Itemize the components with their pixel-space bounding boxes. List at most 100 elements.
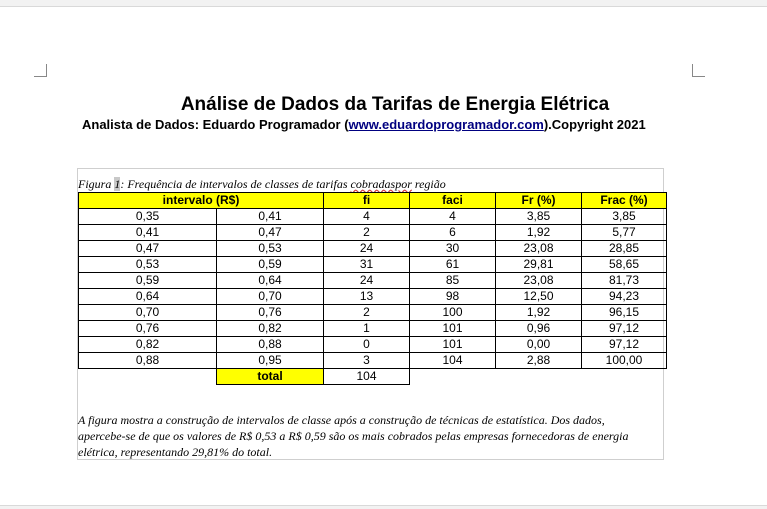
fi-cell: 2	[323, 304, 410, 321]
frequency-table: intervalo (R$) fi faci Fr (%) Frac (%) 0…	[78, 192, 667, 385]
analysis-note: A figura mostra a construção de interval…	[78, 413, 629, 459]
faci-cell: 30	[409, 240, 496, 257]
website-link[interactable]: www.eduardoprogramador.com	[348, 117, 544, 132]
faci-cell: 85	[409, 272, 496, 289]
table-row: 0,59 0,64 24 85 23,08 81,73	[78, 272, 667, 289]
faci-cell: 101	[409, 320, 496, 337]
frac-cell: 96,15	[581, 304, 667, 321]
subtitle-prefix: Analista de Dados: Eduardo Programador (	[82, 117, 349, 132]
interval-start-cell: 0,53	[78, 256, 217, 273]
total-spacer	[410, 369, 496, 385]
caption-number-field: 1	[114, 177, 121, 191]
frac-cell: 97,12	[581, 320, 667, 337]
fr-cell: 2,88	[495, 352, 582, 369]
faci-cell: 100	[409, 304, 496, 321]
faci-cell: 98	[409, 288, 496, 305]
total-spacer	[582, 369, 667, 385]
figure-caption: Figura 1: Frequência de intervalos de cl…	[78, 177, 446, 192]
fr-cell: 12,50	[495, 288, 582, 305]
faci-cell: 101	[409, 336, 496, 353]
frac-cell: 5,77	[581, 224, 667, 241]
header-frac: Frac (%)	[581, 192, 667, 209]
frac-cell: 58,65	[581, 256, 667, 273]
faci-cell: 4	[409, 208, 496, 225]
interval-end-cell: 0,82	[216, 320, 324, 337]
header-fr: Fr (%)	[495, 192, 582, 209]
header-interval: intervalo (R$)	[78, 192, 324, 209]
interval-end-cell: 0,70	[216, 288, 324, 305]
table-header-row: intervalo (R$) fi faci Fr (%) Frac (%)	[78, 192, 667, 209]
fi-cell: 31	[323, 256, 410, 273]
fr-cell: 0,96	[495, 320, 582, 337]
fi-cell: 2	[323, 224, 410, 241]
fr-cell: 1,92	[495, 224, 582, 241]
fi-cell: 0	[323, 336, 410, 353]
frac-cell: 94,23	[581, 288, 667, 305]
table-row: 0,41 0,47 2 6 1,92 5,77	[78, 224, 667, 241]
table-row: 0,53 0,59 31 61 29,81 58,65	[78, 256, 667, 273]
interval-end-cell: 0,88	[216, 336, 324, 353]
frac-cell: 3,85	[581, 208, 667, 225]
fi-cell: 3	[323, 352, 410, 369]
interval-start-cell: 0,88	[78, 352, 217, 369]
fr-cell: 23,08	[495, 240, 582, 257]
fi-cell: 24	[323, 240, 410, 257]
interval-end-cell: 0,59	[216, 256, 324, 273]
interval-end-cell: 0,76	[216, 304, 324, 321]
faci-cell: 104	[409, 352, 496, 369]
fi-cell: 1	[323, 320, 410, 337]
frac-cell: 97,12	[581, 336, 667, 353]
table-row: 0,76 0,82 1 101 0,96 97,12	[78, 320, 667, 337]
total-value: 104	[323, 368, 410, 385]
interval-start-cell: 0,64	[78, 288, 217, 305]
document-subtitle: Analista de Dados: Eduardo Programador (…	[82, 117, 646, 132]
interval-end-cell: 0,41	[216, 208, 324, 225]
fr-cell: 0,00	[495, 336, 582, 353]
total-row: total 104	[79, 368, 667, 385]
document-title: Análise de Dados da Tarifas de Energia E…	[180, 94, 610, 115]
interval-end-cell: 0,47	[216, 224, 324, 241]
frac-cell: 81,73	[581, 272, 667, 289]
interval-start-cell: 0,70	[78, 304, 217, 321]
table-row: 0,88 0,95 3 104 2,88 100,00	[78, 352, 667, 369]
total-spacer	[79, 369, 217, 385]
frac-cell: 28,85	[581, 240, 667, 257]
interval-start-cell: 0,76	[78, 320, 217, 337]
fi-cell: 24	[323, 272, 410, 289]
interval-end-cell: 0,53	[216, 240, 324, 257]
interval-start-cell: 0,47	[78, 240, 217, 257]
table-row: 0,82 0,88 0 101 0,00 97,12	[78, 336, 667, 353]
caption-end: região	[411, 177, 446, 191]
margin-corner-mark-left	[34, 64, 47, 77]
header-faci: faci	[409, 192, 496, 209]
fr-cell: 1,92	[495, 304, 582, 321]
table-row: 0,64 0,70 13 98 12,50 94,23	[78, 288, 667, 305]
fi-cell: 4	[323, 208, 410, 225]
faci-cell: 6	[409, 224, 496, 241]
table-row: 0,35 0,41 4 4 3,85 3,85	[78, 208, 667, 225]
page-bottom-edge	[0, 505, 767, 509]
interval-end-cell: 0,95	[216, 352, 324, 369]
margin-corner-mark-right	[692, 64, 705, 77]
interval-start-cell: 0,35	[78, 208, 217, 225]
total-spacer	[496, 369, 582, 385]
interval-start-cell: 0,41	[78, 224, 217, 241]
caption-text: : Frequência de intervalos de classes de…	[120, 177, 351, 191]
caption-misspelled-word: cobradaspor	[350, 177, 412, 191]
subtitle-suffix: ).Copyright 2021	[543, 117, 646, 132]
fi-cell: 13	[323, 288, 410, 305]
fr-cell: 3,85	[495, 208, 582, 225]
header-fi: fi	[323, 192, 410, 209]
caption-prefix: Figura	[78, 177, 115, 191]
fr-cell: 23,08	[495, 272, 582, 289]
interval-start-cell: 0,59	[78, 272, 217, 289]
total-label: total	[216, 368, 324, 385]
fr-cell: 29,81	[495, 256, 582, 273]
table-row: 0,70 0,76 2 100 1,92 96,15	[78, 304, 667, 321]
interval-end-cell: 0,64	[216, 272, 324, 289]
faci-cell: 61	[409, 256, 496, 273]
frac-cell: 100,00	[581, 352, 667, 369]
page-top-edge	[0, 0, 767, 7]
interval-start-cell: 0,82	[78, 336, 217, 353]
table-row: 0,47 0,53 24 30 23,08 28,85	[78, 240, 667, 257]
